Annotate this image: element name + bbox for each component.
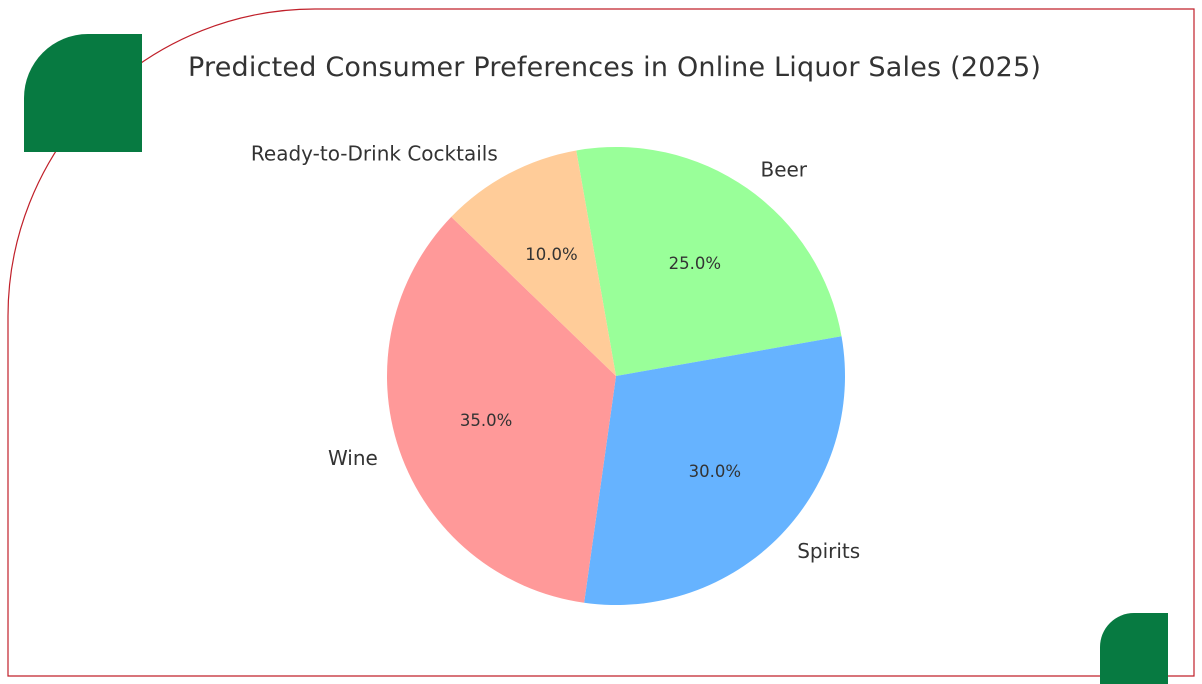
slice-label-ready-to-drink-cocktails: Ready-to-Drink Cocktails <box>251 142 498 166</box>
pie-slice-spirits <box>584 336 846 605</box>
slice-percent-wine: 35.0% <box>460 411 512 430</box>
pie-slice-ready-to-drink-cocktails <box>451 150 616 376</box>
pie-slice-wine <box>386 216 616 603</box>
slice-label-wine: Wine <box>328 446 378 470</box>
pie-slice-beer <box>576 146 842 376</box>
decorative-corner-shape-bottom-right <box>1100 613 1168 684</box>
chart-title: Predicted Consumer Preferences in Online… <box>188 52 1042 83</box>
slice-label-spirits: Spirits <box>797 539 860 563</box>
decorative-corner-shape-top-left <box>24 34 142 152</box>
slice-percent-spirits: 30.0% <box>689 462 741 481</box>
slice-percent-beer: 25.0% <box>669 254 721 273</box>
slice-percent-ready-to-drink-cocktails: 10.0% <box>525 245 577 264</box>
slice-label-beer: Beer <box>760 158 807 182</box>
